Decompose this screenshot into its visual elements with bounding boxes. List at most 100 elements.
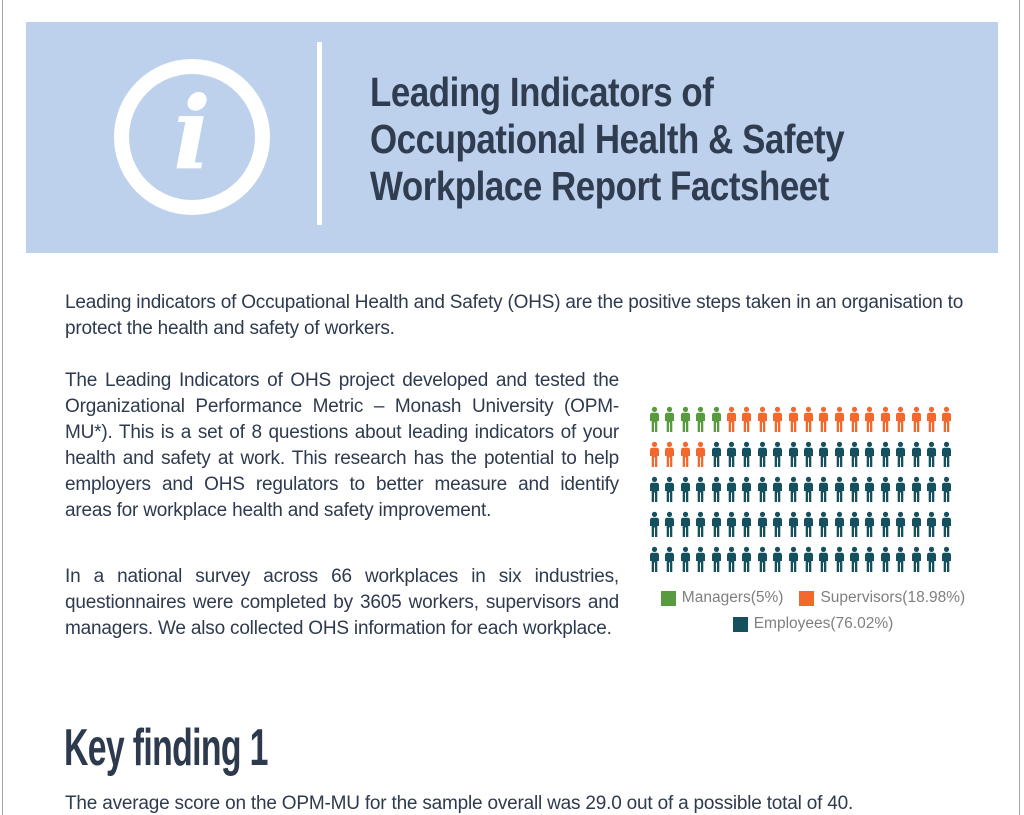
person-icon <box>756 546 769 573</box>
chart-legend: Managers(5%) Supervisors(18.98%) Employe… <box>648 589 978 633</box>
pictogram-chart: Managers(5%) Supervisors(18.98%) Employe… <box>648 406 980 633</box>
person-icon <box>848 441 861 468</box>
page-title-line-3: Workplace Report Factsheet <box>370 163 829 209</box>
person-icon <box>894 406 907 433</box>
person-icon <box>771 476 784 503</box>
pictogram-grid <box>648 406 954 573</box>
person-icon <box>833 406 846 433</box>
person-icon <box>740 546 753 573</box>
intro-paragraph: Leading indicators of Occupational Healt… <box>65 292 964 339</box>
person-icon <box>802 441 815 468</box>
info-icon-glyph: i <box>173 74 211 192</box>
person-icon <box>725 546 738 573</box>
person-icon <box>802 406 815 433</box>
person-icon <box>848 406 861 433</box>
person-icon <box>894 476 907 503</box>
person-icon <box>710 511 723 538</box>
person-icon <box>879 406 892 433</box>
person-icon <box>925 441 938 468</box>
page-title-line-1: Leading Indicators of <box>370 69 714 115</box>
person-icon <box>940 441 953 468</box>
person-icon <box>787 546 800 573</box>
person-icon <box>879 441 892 468</box>
person-icon <box>694 441 707 468</box>
person-icon <box>679 441 692 468</box>
person-icon <box>910 476 923 503</box>
info-icon: i <box>114 59 270 215</box>
body-paragraph-1: The Leading Indicators of OHS project de… <box>65 370 619 521</box>
key-finding-heading: Key finding 1 <box>64 719 268 777</box>
person-icon <box>648 441 661 468</box>
person-icon <box>771 441 784 468</box>
person-icon <box>663 476 676 503</box>
person-icon <box>925 546 938 573</box>
person-icon <box>710 406 723 433</box>
person-icon <box>771 511 784 538</box>
person-icon <box>756 476 769 503</box>
person-icon <box>817 511 830 538</box>
person-icon <box>817 441 830 468</box>
person-icon <box>833 546 846 573</box>
person-icon <box>863 406 876 433</box>
person-icon <box>648 406 661 433</box>
person-icon <box>740 406 753 433</box>
person-icon <box>756 441 769 468</box>
person-icon <box>787 511 800 538</box>
person-icon <box>833 441 846 468</box>
person-icon <box>663 546 676 573</box>
key-finding-text: The average score on the OPM-MU for the … <box>65 793 854 814</box>
person-icon <box>910 441 923 468</box>
person-icon <box>725 406 738 433</box>
person-icon <box>879 476 892 503</box>
person-icon <box>679 511 692 538</box>
person-icon <box>925 476 938 503</box>
person-icon <box>694 476 707 503</box>
person-icon <box>663 406 676 433</box>
person-icon <box>679 406 692 433</box>
person-icon <box>694 406 707 433</box>
person-icon <box>756 511 769 538</box>
person-icon <box>817 476 830 503</box>
body-text-column: The Leading Indicators of OHS project de… <box>65 368 619 642</box>
person-icon <box>910 546 923 573</box>
person-icon <box>725 441 738 468</box>
person-icon <box>710 476 723 503</box>
person-icon <box>910 406 923 433</box>
person-icon <box>848 546 861 573</box>
person-icon <box>848 511 861 538</box>
person-icon <box>925 511 938 538</box>
person-icon <box>940 511 953 538</box>
person-icon <box>694 546 707 573</box>
header-banner: i Leading Indicators of Occupational Hea… <box>26 22 998 253</box>
person-icon <box>894 511 907 538</box>
person-icon <box>756 406 769 433</box>
person-icon <box>725 511 738 538</box>
person-icon <box>833 511 846 538</box>
person-icon <box>648 546 661 573</box>
person-icon <box>802 511 815 538</box>
legend-swatch <box>799 590 815 606</box>
person-icon <box>663 441 676 468</box>
person-icon <box>740 476 753 503</box>
person-icon <box>833 476 846 503</box>
person-icon <box>679 546 692 573</box>
legend-label: Employees(76.02%) <box>753 615 894 632</box>
person-icon <box>787 406 800 433</box>
header-divider <box>317 42 322 225</box>
person-icon <box>940 546 953 573</box>
person-icon <box>894 441 907 468</box>
person-icon <box>787 441 800 468</box>
person-icon <box>848 476 861 503</box>
legend-item-supervisors: Supervisors(18.98%) <box>799 589 965 607</box>
page-title: Leading Indicators of Occupational Healt… <box>370 69 1016 210</box>
person-icon <box>863 441 876 468</box>
person-icon <box>771 546 784 573</box>
person-icon <box>894 546 907 573</box>
person-icon <box>940 406 953 433</box>
person-icon <box>648 476 661 503</box>
person-icon <box>740 441 753 468</box>
person-icon <box>817 406 830 433</box>
body-paragraph-2: In a national survey across 66 workplace… <box>65 566 619 639</box>
legend-item-managers: Managers(5%) <box>660 589 783 607</box>
person-icon <box>725 476 738 503</box>
